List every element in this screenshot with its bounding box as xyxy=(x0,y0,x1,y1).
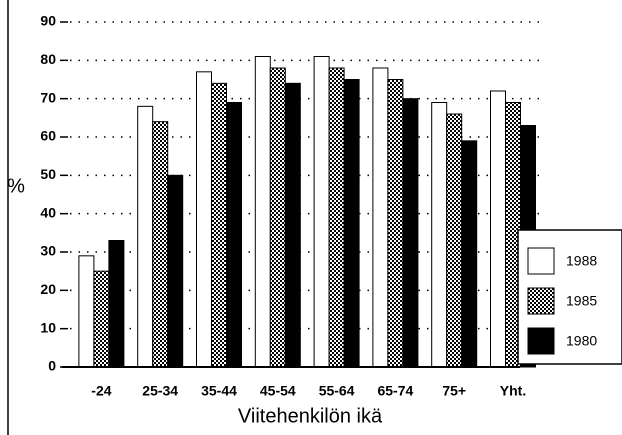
y-tick-label: 30 xyxy=(40,243,56,259)
bar xyxy=(78,255,95,368)
bar xyxy=(226,102,242,368)
bar xyxy=(137,105,154,368)
bar xyxy=(108,240,125,368)
x-tick-label: -24 xyxy=(91,383,111,399)
y-tick-label: 80 xyxy=(40,51,56,67)
y-tick-label: 40 xyxy=(40,204,56,220)
legend-swatch xyxy=(527,287,555,315)
x-tick-label: 65-74 xyxy=(377,383,413,399)
bar xyxy=(93,270,110,368)
bar xyxy=(402,98,419,368)
legend-label: 1980 xyxy=(566,333,597,349)
bar xyxy=(269,67,286,368)
y-tick-label: 60 xyxy=(40,128,56,144)
bar xyxy=(284,82,301,368)
y-tick-label: 10 xyxy=(40,319,56,335)
x-tick-label: 45-54 xyxy=(260,383,296,399)
bar xyxy=(328,67,345,368)
legend-label: 1988 xyxy=(566,253,597,269)
bar xyxy=(446,113,463,368)
bar xyxy=(372,67,389,368)
bar xyxy=(387,79,404,368)
bar xyxy=(431,102,448,368)
x-tick-label: 25-34 xyxy=(142,383,178,399)
bar xyxy=(196,71,212,368)
bar xyxy=(343,79,360,368)
x-tick-label: 55-64 xyxy=(319,383,355,399)
legend-label: 1985 xyxy=(566,293,597,309)
y-tick-label: 50 xyxy=(40,166,56,182)
bar xyxy=(152,121,169,368)
x-tick-label: 35-44 xyxy=(201,383,237,399)
y-tick-label: 0 xyxy=(48,358,56,374)
bar xyxy=(461,140,478,368)
legend-swatch xyxy=(527,327,555,355)
bar xyxy=(254,56,271,368)
y-axis-label: % xyxy=(7,175,25,197)
bar xyxy=(167,174,184,368)
bar xyxy=(211,82,227,368)
y-tick-label: 70 xyxy=(40,89,56,105)
legend-swatch xyxy=(527,247,555,275)
bar xyxy=(313,56,330,368)
x-tick-label: 75+ xyxy=(442,383,466,399)
x-tick-label: Yht. xyxy=(500,383,526,399)
x-axis-label: Viitehenkilön ikä xyxy=(238,405,383,427)
y-tick-label: 90 xyxy=(40,13,56,29)
bar xyxy=(490,90,506,368)
y-tick-label: 20 xyxy=(40,281,56,297)
